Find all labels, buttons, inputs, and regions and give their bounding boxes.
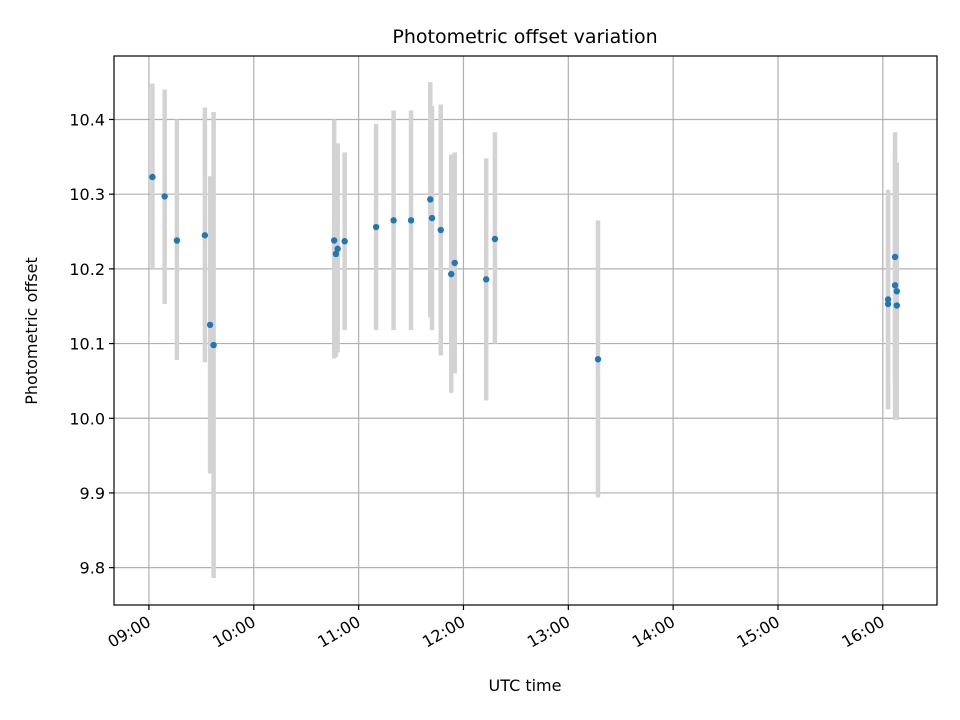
data-point (891, 282, 899, 289)
data-point (161, 193, 168, 200)
y-tick-label: 10.1 (69, 335, 105, 354)
data-point (372, 223, 380, 231)
data-point (210, 341, 217, 349)
y-tick-label: 9.8 (80, 559, 105, 578)
data-point (427, 196, 434, 203)
grid (114, 56, 937, 605)
data-point (149, 173, 156, 181)
data-point (341, 238, 348, 245)
data-point (201, 232, 209, 239)
y-axis: 9.8 9.9 10.0 10.1 10.2 10.3 10.4 (69, 110, 114, 578)
data-point (891, 253, 899, 261)
data-point (884, 300, 892, 308)
y-axis-label: Photometric offset (22, 257, 41, 405)
data-point (173, 237, 181, 244)
x-axis-label: UTC time (489, 676, 562, 695)
data-point (407, 217, 415, 224)
y-tick-label: 10.3 (69, 185, 105, 204)
data-point (448, 270, 455, 278)
data-point (884, 296, 892, 303)
data-point (893, 288, 901, 295)
data-point (482, 276, 490, 283)
plot-frame (113, 55, 938, 606)
y-tick-label: 10.4 (69, 110, 105, 129)
data-point (893, 302, 901, 309)
chart-title: Photometric offset variation (392, 26, 657, 48)
data-point (491, 235, 499, 243)
data-point (437, 226, 444, 234)
data-point (390, 217, 397, 224)
y-tick-label: 10.2 (69, 260, 105, 279)
data-points (149, 173, 901, 363)
data-point (428, 214, 436, 222)
data-point (330, 237, 338, 244)
data-point (594, 356, 602, 363)
y-tick-label: 9.9 (80, 484, 105, 503)
data-point (206, 321, 214, 329)
y-tick-label: 10.0 (69, 409, 105, 428)
data-point (332, 250, 340, 258)
data-point (451, 259, 458, 267)
data-point (334, 245, 341, 252)
